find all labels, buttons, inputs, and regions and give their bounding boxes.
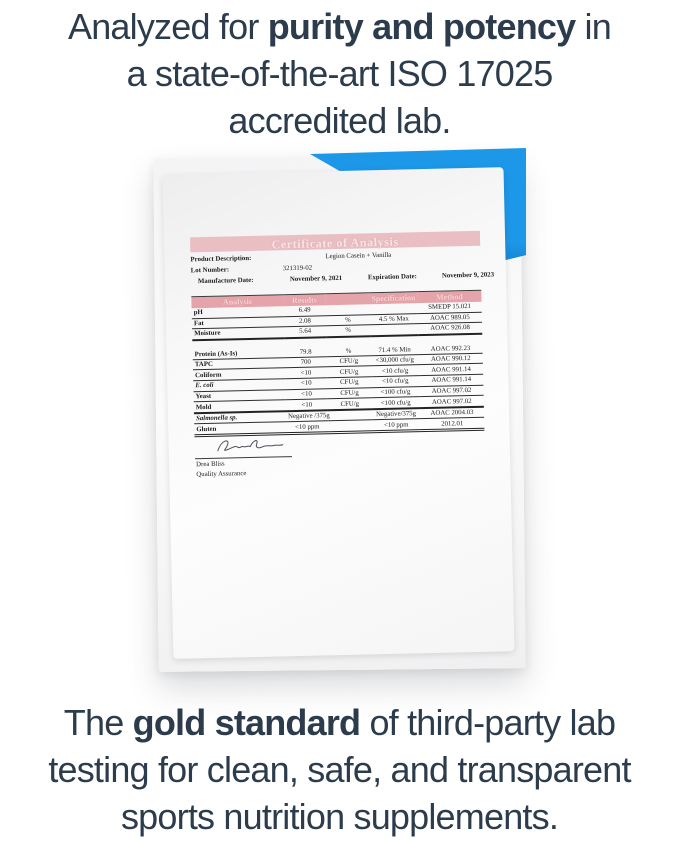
headline-top-line1-post: in <box>575 6 612 47</box>
certificate-paper: Certificate of Analysis Product Descript… <box>162 167 515 659</box>
lot-number-value: 321319-02 <box>282 264 313 272</box>
coa-cell <box>328 420 373 433</box>
manufacture-date-label: Manufacture Date: <box>197 276 254 285</box>
headline-bottom-line1-pre: The <box>63 702 133 743</box>
headline-bottom-line2: testing for clean, safe, and transparent <box>48 749 631 790</box>
lot-number-label: Lot Number: <box>190 265 230 274</box>
headline-bottom: The gold standard of third-party lab tes… <box>0 699 679 840</box>
coa-cell: Negative/375g <box>371 407 421 421</box>
coa-cell: Gluten <box>194 422 287 436</box>
headline-bottom-line1-post: of third-party lab <box>360 702 616 743</box>
signature-name: Drea Bliss <box>196 460 225 469</box>
signature-role: Quality Assurance <box>196 469 247 478</box>
signature-script <box>217 440 284 452</box>
headline-top-line1-pre: Analyzed for <box>68 6 268 47</box>
headline-bottom-line1: The gold standard of third-party lab <box>0 699 679 746</box>
product-description-value: Legion Casein + Vanilla <box>325 251 392 261</box>
coa-cell: <30,000 cfu/g <box>370 354 419 367</box>
product-description-label: Product Description: <box>190 254 252 264</box>
certificate-title: Certificate of Analysis <box>271 234 399 252</box>
headline-top-line2: a state-of-the-art ISO 17025 <box>126 53 554 94</box>
headline-top-line1: Analyzed for purity and potency in <box>0 3 679 50</box>
coa-column-header <box>325 292 370 306</box>
signature-line <box>194 456 292 460</box>
headline-bottom-line1-bold: gold standard <box>132 702 361 743</box>
expiration-date-value: November 9, 2023 <box>441 270 495 280</box>
manufacture-date-value: November 9, 2021 <box>289 274 343 283</box>
expiration-date-label: Expiration Date: <box>367 272 417 281</box>
headline-top: Analyzed for purity and potency in a sta… <box>0 3 679 144</box>
coa-cell: <10 ppm <box>372 419 421 432</box>
coa-cell: Negative /375g <box>285 410 330 423</box>
certificate-title-banner: Certificate of Analysis <box>189 230 481 253</box>
headline-top-line1-bold: purity and potency <box>267 6 576 47</box>
coa-cell: <10 ppm <box>286 421 329 434</box>
coa-table: Analysis Results Specification Method pH 6.4… <box>191 290 485 438</box>
coa-cell: 2012.01 <box>420 417 485 431</box>
headline-bottom-line3: sports nutrition supplements. <box>120 796 559 837</box>
headline-top-line3: accredited lab. <box>228 100 451 141</box>
coa-column-header: Results <box>283 293 326 307</box>
